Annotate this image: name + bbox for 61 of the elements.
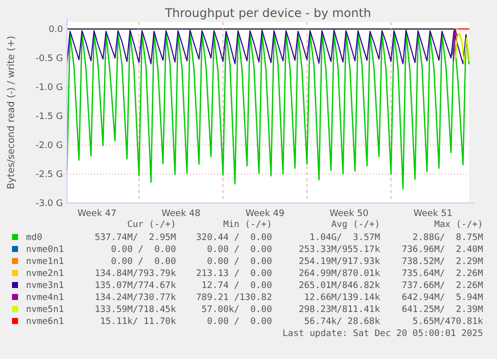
text: 213.13 / 0.00 bbox=[196, 269, 272, 279]
text: 1.04G/ 3.57M bbox=[310, 233, 381, 243]
x-tick-label: Week 49 bbox=[246, 209, 285, 219]
y-tick-label: -2.5 G bbox=[36, 170, 64, 180]
y-tick-label: -2.0 G bbox=[36, 141, 64, 152]
text: 320.44 / 0.00 bbox=[196, 233, 272, 243]
text: 736.96M/ 2.40M bbox=[402, 245, 484, 255]
text: 253.33M/955.17k bbox=[298, 245, 381, 255]
text: 254.19M/917.93k bbox=[298, 257, 381, 267]
legend-label: nvme2n1 bbox=[26, 269, 64, 279]
y-tick-label: -1.0 G bbox=[36, 83, 64, 94]
text: Min (-/+) bbox=[223, 220, 272, 230]
text: 134.84M/793.79k bbox=[94, 269, 177, 279]
legend-label: nvme1n1 bbox=[26, 257, 64, 267]
text: 15.11k/ 11.70k bbox=[100, 317, 177, 327]
text: 0.00 / 0.00 bbox=[206, 257, 272, 267]
text: 642.94M/ 5.94M bbox=[402, 293, 484, 303]
text: 265.01M/846.82k bbox=[298, 281, 381, 291]
text: 789.21 /130.82 bbox=[196, 293, 272, 303]
legend-label: nvme5n1 bbox=[26, 305, 64, 315]
text: 0.00 / 0.00 bbox=[206, 245, 272, 255]
text: 735.64M/ 2.26M bbox=[402, 269, 484, 279]
text: 0.00 / 0.00 bbox=[110, 245, 176, 255]
text: 641.25M/ 2.39M bbox=[402, 305, 484, 315]
chart-title: Throughput per device - by month bbox=[164, 6, 372, 20]
x-tick-label: Week 48 bbox=[162, 209, 201, 219]
text: 134.24M/730.77k bbox=[94, 293, 177, 303]
y-axis-title: Bytes/second read (-) / write (+) bbox=[6, 36, 17, 190]
text: Avg (-/+) bbox=[331, 220, 380, 230]
legend-label: nvme6n1 bbox=[26, 317, 64, 327]
y-tick-label: -0.5 G bbox=[36, 54, 64, 64]
y-tick-label: -1.5 G bbox=[36, 112, 64, 122]
text: 264.99M/870.01k bbox=[298, 269, 381, 279]
legend-label: nvme4n1 bbox=[26, 293, 64, 303]
y-tick-label: -3.0 G bbox=[36, 199, 64, 210]
text: 56.74k/ 28.68k bbox=[304, 317, 381, 327]
text: 738.52M/ 2.29M bbox=[402, 257, 484, 267]
text: 12.66M/139.14k bbox=[304, 293, 381, 303]
text: Last update: Sat Dec 20 05:00:01 2025 bbox=[282, 329, 483, 339]
line-series bbox=[66, 30, 470, 64]
text: 537.74M/ 2.95M bbox=[94, 233, 177, 243]
text: Max (-/+) bbox=[434, 220, 483, 230]
text: 133.59M/718.45k bbox=[94, 305, 177, 315]
text: 298.23M/811.41k bbox=[298, 305, 381, 315]
text: 0.00 / 0.00 bbox=[110, 257, 176, 267]
text: 135.07M/774.67k bbox=[94, 281, 177, 291]
x-tick-label: Week 50 bbox=[330, 209, 369, 219]
line-series bbox=[66, 31, 470, 190]
text: 12.74 / 0.00 bbox=[202, 281, 272, 291]
text: 0.00 / 0.00 bbox=[206, 317, 272, 327]
text: 2.88G/ 8.75M bbox=[412, 233, 484, 243]
x-tick-label: Week 47 bbox=[78, 209, 116, 219]
text: 5.65M/470.81k bbox=[412, 317, 484, 327]
y-tick-label: 0.0 bbox=[48, 25, 64, 36]
legend-label: nvme3n1 bbox=[26, 281, 64, 291]
legend-label: md0 bbox=[26, 233, 42, 243]
x-tick-label: Week 51 bbox=[414, 209, 452, 219]
text: Cur (-/+) bbox=[127, 220, 176, 230]
legend-label: nvme0n1 bbox=[26, 245, 64, 255]
text: 57.00k/ 0.00 bbox=[202, 305, 272, 315]
text: 737.66M/ 2.26M bbox=[402, 281, 484, 291]
